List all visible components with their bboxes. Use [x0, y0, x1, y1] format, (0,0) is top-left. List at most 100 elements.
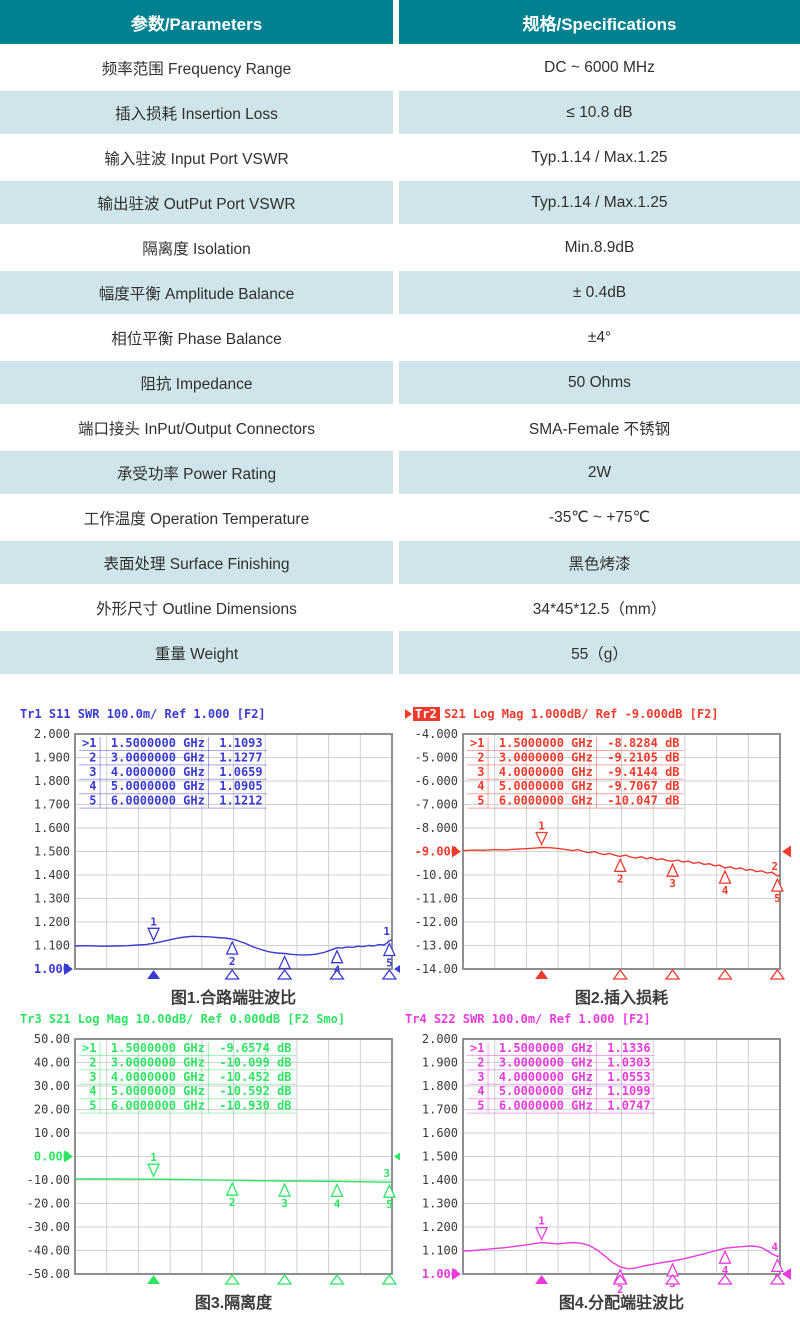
trace-markers: 1 2 3 4 5 — [535, 820, 784, 905]
trace-end-label: 2 — [771, 860, 778, 873]
svg-text:1.300: 1.300 — [422, 1197, 458, 1211]
marker-triangle-icon — [147, 1163, 161, 1178]
svg-text:-9.000: -9.000 — [415, 845, 458, 859]
chart-caption: 图3.隔离度 — [194, 1295, 273, 1312]
param-cell: 工作温度 Operation Temperature — [0, 496, 393, 539]
marker-readout: >1 1.5000000 GHz -9.6574 dB 2 3.0000000 … — [79, 1041, 296, 1114]
svg-text:-50.00: -50.00 — [27, 1267, 70, 1281]
trace-line — [462, 1241, 781, 1270]
svg-text:-6.000: -6.000 — [415, 774, 458, 788]
stimulus-marker-open-icon — [224, 968, 240, 980]
spec-cell: Typ.1.14 / Max.1.25 — [399, 181, 800, 224]
table-row: 幅度平衡 Amplitude Balance ± 0.4dB — [0, 271, 800, 314]
stimulus-marker-filled-icon — [147, 1275, 161, 1284]
svg-text:1.100: 1.100 — [34, 939, 70, 953]
param-cell: 输入驻波 Input Port VSWR — [0, 136, 393, 179]
table-row: 表面处理 Surface Finishing 黑色烤漆 — [0, 541, 800, 584]
stimulus-markers — [535, 968, 786, 980]
marker-triangle-icon — [147, 927, 161, 942]
marker-readout: >1 1.5000000 GHz 1.1093 2 3.0000000 GHz … — [79, 736, 267, 809]
svg-text:-30.00: -30.00 — [27, 1220, 70, 1234]
marker-number: 5 — [386, 957, 393, 970]
marker-number: 5 — [386, 1198, 393, 1211]
marker-triangle-icon — [666, 862, 680, 877]
svg-text:-11.00: -11.00 — [415, 892, 458, 906]
stimulus-marker-open-icon — [276, 968, 293, 980]
table-body: 频率范围 Frequency Range DC ~ 6000 MHz 插入损耗 In… — [0, 46, 800, 674]
marker-triangle-icon — [535, 1226, 549, 1242]
marker-triangle-icon — [278, 954, 292, 970]
svg-text:1.400: 1.400 — [34, 868, 70, 882]
svg-text:30.00: 30.00 — [34, 1079, 70, 1093]
svg-text:>1 1.5000000 GHz -8.8284 dB: >1 1.5000000 GHz -8.8284 dB — [470, 736, 680, 750]
param-cell: 阻抗 Impedance — [0, 361, 393, 404]
svg-text:3 4.0000000 GHz -9.4144 dB: 3 4.0000000 GHz -9.4144 dB — [470, 765, 680, 779]
table-row: 输出驻波 OutPut Port VSWR Typ.1.14 / Max.1.25 — [0, 181, 800, 224]
svg-text:4 5.0000000 GHz 1.0905: 4 5.0000000 GHz 1.0905 — [82, 779, 263, 793]
spec-cell: ±4° — [399, 316, 800, 359]
table-row: 重量 Weight 55（g） — [0, 631, 800, 674]
spec-cell: 黑色烤漆 — [399, 541, 800, 584]
svg-text:1.300: 1.300 — [34, 892, 70, 906]
trace-title: Tr3 S21 Log Mag 10.00dB/ Ref 0.000dB [F2… — [20, 1012, 345, 1026]
plot-border — [74, 733, 393, 970]
spec-cell: -35℃ ~ +75℃ — [399, 496, 800, 539]
param-cell: 端口接头 InPut/Output Connectors — [0, 406, 393, 449]
marker-number: 2 — [229, 955, 236, 968]
ref-level-arrow-left-icon — [64, 963, 73, 975]
svg-text:4 5.0000000 GHz 1.1099: 4 5.0000000 GHz 1.1099 — [470, 1084, 651, 1098]
svg-text:1.500: 1.500 — [34, 845, 70, 859]
trace-title: Tr4 S22 SWR 100.0m/ Ref 1.000 [F2] — [405, 1012, 651, 1026]
param-cell: 频率范围 Frequency Range — [0, 46, 393, 89]
param-cell: 输出驻波 OutPut Port VSWR — [0, 181, 393, 224]
param-cell: 表面处理 Surface Finishing — [0, 541, 393, 584]
table-row: 阻抗 Impedance 50 Ohms — [0, 361, 800, 404]
marker-triangle-icon — [718, 1249, 732, 1264]
marker-triangle-icon — [225, 1181, 239, 1196]
marker-readout: >1 1.5000000 GHz 1.1336 2 3.0000000 GHz … — [467, 1041, 655, 1114]
ref-level-arrow-left-icon — [452, 845, 461, 858]
table-row: 插入损耗 Insertion Loss ≤ 10.8 dB — [0, 91, 800, 134]
spec-cell: 55（g） — [399, 631, 800, 674]
stimulus-marker-open-icon — [612, 968, 628, 980]
spec-cell: DC ~ 6000 MHz — [399, 46, 800, 89]
stimulus-marker-open-icon — [329, 1273, 345, 1285]
param-cell: 相位平衡 Phase Balance — [0, 316, 393, 359]
marker-number: 1 — [150, 915, 157, 928]
svg-text:4 5.0000000 GHz -10.592 dB: 4 5.0000000 GHz -10.592 dB — [82, 1084, 292, 1098]
svg-text:3 4.0000000 GHz -10.452 dB: 3 4.0000000 GHz -10.452 dB — [82, 1070, 292, 1084]
svg-text:5 6.0000000 GHz 1.1212: 5 6.0000000 GHz 1.1212 — [82, 794, 263, 808]
svg-text:0.000: 0.000 — [34, 1150, 70, 1164]
y-axis-labels: 2.000 1.900 1.800 1.700 1.600 1.500 1.400 1.300… — [34, 727, 70, 976]
y-axis-labels: -4.000 -5.000 -6.000 -7.000 -8.000 -9.000 -10.… — [415, 727, 458, 976]
svg-text:-8.000: -8.000 — [415, 821, 458, 835]
stimulus-marker-open-icon — [717, 968, 733, 980]
stimulus-marker-open-icon — [276, 1273, 293, 1285]
svg-text:1.000: 1.000 — [422, 1267, 458, 1281]
marker-number: 2 — [229, 1196, 236, 1209]
svg-text:-10.00: -10.00 — [27, 1173, 70, 1187]
svg-text:2 3.0000000 GHz -9.2105 dB: 2 3.0000000 GHz -9.2105 dB — [470, 750, 680, 764]
svg-text:1.700: 1.700 — [34, 798, 70, 812]
vna-chart-s11-input-vswr: 2.000 1.900 1.800 1.700 1.600 1.500 1.400 1.300… — [0, 703, 400, 1015]
stimulus-markers — [147, 968, 398, 980]
svg-text:1.800: 1.800 — [34, 774, 70, 788]
spec-table: 参数/Parameters 规格/Specifications 频率范围 Fre… — [0, 0, 800, 674]
marker-number: 2 — [617, 1283, 624, 1296]
stimulus-marker-open-icon — [717, 1273, 733, 1285]
trace-line — [74, 935, 393, 956]
marker-number: 4 — [334, 1197, 341, 1210]
svg-text:-4.000: -4.000 — [415, 727, 458, 741]
chart-caption: 图2.插入损耗 — [574, 990, 669, 1007]
svg-text:1.600: 1.600 — [422, 1126, 458, 1140]
svg-text:1.200: 1.200 — [34, 915, 70, 929]
marker-number: 1 — [150, 1151, 157, 1164]
spec-cell: SMA-Female 不锈钢 — [399, 406, 800, 449]
svg-text:5 6.0000000 GHz -10.930 dB: 5 6.0000000 GHz -10.930 dB — [82, 1099, 292, 1113]
marker-triangle-icon — [535, 831, 549, 847]
spec-cell: ≤ 10.8 dB — [399, 91, 800, 134]
stimulus-marker-filled-icon — [535, 1275, 549, 1284]
svg-text:>1 1.5000000 GHz -9.6574 dB: >1 1.5000000 GHz -9.6574 dB — [82, 1041, 292, 1055]
svg-text:1.900: 1.900 — [34, 751, 70, 765]
